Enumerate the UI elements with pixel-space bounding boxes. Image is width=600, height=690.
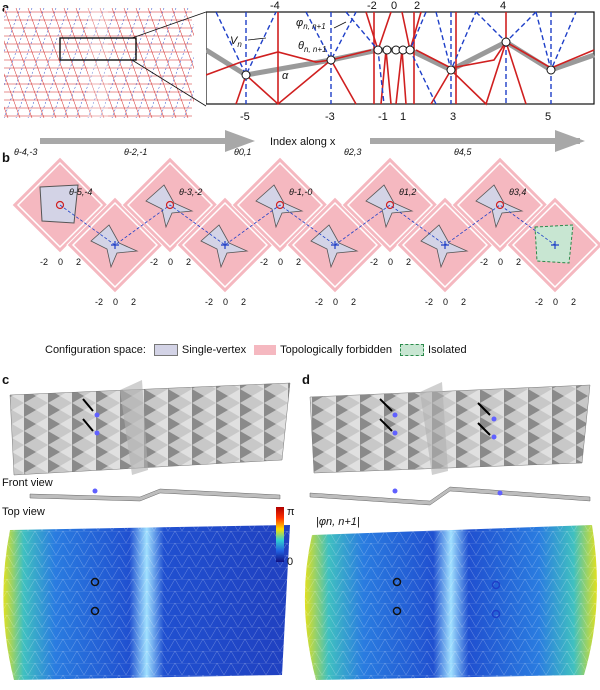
- theta-label: θ-3,-2: [179, 187, 202, 197]
- theta-label: θ3,4: [509, 187, 526, 197]
- axis-tick: 0: [113, 297, 118, 307]
- index-along-x-label: Index along x: [270, 136, 336, 148]
- index-label-top: -4: [270, 0, 280, 12]
- axis-tick: 2: [461, 297, 466, 307]
- axis-tick: -2: [40, 257, 48, 267]
- theta-symbol: θn, n+1: [298, 40, 326, 54]
- phi-symbol: φn, n+1: [296, 17, 326, 31]
- axis-tick: 0: [278, 257, 283, 267]
- vertex-symbol: Vn: [230, 35, 242, 49]
- index-label-bottom: 1: [400, 111, 406, 123]
- index-label-bottom: 5: [545, 111, 551, 123]
- index-label-bottom: -3: [325, 111, 335, 123]
- theta-label: θ-4,-3: [14, 147, 37, 157]
- index-label-top: 2: [414, 0, 420, 12]
- axis-tick: -2: [535, 297, 543, 307]
- axis-tick: 2: [571, 297, 576, 307]
- axis-tick: 2: [351, 297, 356, 307]
- axis-tick: -2: [425, 297, 433, 307]
- axis-tick: 2: [406, 257, 411, 267]
- index-label-bottom: -5: [240, 111, 250, 123]
- front-view-c: [29, 488, 281, 502]
- axis-tick: 2: [76, 257, 81, 267]
- axis-tick: -2: [150, 257, 158, 267]
- panel-letter-b: b: [2, 150, 10, 165]
- legend-single-vertex: Single-vertex: [153, 344, 246, 357]
- crease-pattern-overview: [4, 8, 194, 119]
- alpha-symbol: α: [282, 70, 289, 82]
- legend-isolated: Isolated: [400, 344, 467, 357]
- simulation-panels: Front view Top view π 0 |φn, n+1|: [2, 380, 597, 680]
- theta-label: θ-1,-0: [289, 187, 312, 197]
- index-label-top: 4: [500, 0, 506, 12]
- axis-tick: 2: [186, 257, 191, 267]
- panel-letter-c: c: [2, 372, 10, 387]
- colorbar: [276, 507, 284, 562]
- index-label-bottom: 3: [450, 111, 456, 123]
- axis-tick: 0: [553, 297, 558, 307]
- theta-label: θ1,2: [399, 187, 416, 197]
- axis-tick: 2: [241, 297, 246, 307]
- configuration-space-panel: Index along x θ-4,-3 -2 0 2 θ-5,-4 -2 0 2 θ-2,-1…: [11, 130, 600, 307]
- theta-label: θ-2,-1: [124, 147, 147, 157]
- axis-tick: 2: [516, 257, 521, 267]
- axis-tick: -2: [370, 257, 378, 267]
- index-label-top: 0: [391, 0, 397, 12]
- theta-label: θ2,3: [344, 147, 361, 157]
- theta-label: θ4,5: [454, 147, 472, 157]
- legend-topologically-forbidden: Topologically forbidden: [254, 344, 392, 356]
- origami-3d-c: [9, 382, 291, 476]
- axis-tick: 2: [296, 257, 301, 267]
- front-view-label: Front view: [2, 477, 53, 489]
- axis-tick: -2: [260, 257, 268, 267]
- colorbar-label: |φn, n+1|: [316, 516, 360, 528]
- index-label-top: -2: [367, 0, 377, 12]
- axis-tick: 0: [498, 257, 503, 267]
- panel-letter-d: d: [302, 372, 310, 387]
- config-space-legend: Configuration space: Single-vertex Topol…: [45, 344, 467, 357]
- axis-tick: 0: [333, 297, 338, 307]
- axis-tick: 0: [443, 297, 448, 307]
- axis-tick: -2: [205, 297, 213, 307]
- axis-tick: -2: [480, 257, 488, 267]
- colorbar-min: 0: [287, 556, 293, 568]
- zoom-connector: [131, 11, 207, 107]
- axis-tick: 0: [58, 257, 63, 267]
- axis-tick: 0: [223, 297, 228, 307]
- colorbar-max: π: [287, 506, 295, 518]
- legend-title: Configuration space:: [45, 344, 146, 357]
- index-label-bottom: -1: [378, 111, 388, 123]
- origami-3d-d: [309, 384, 591, 474]
- axis-tick: 0: [388, 257, 393, 267]
- axis-tick: 2: [131, 297, 136, 307]
- theta-label: θ-5,-4: [69, 187, 92, 197]
- theta-label: θ0,1: [234, 147, 251, 157]
- zoom-box: [59, 37, 137, 61]
- axis-tick: -2: [315, 297, 323, 307]
- panel-letter-a: a: [2, 0, 10, 15]
- top-view-label: Top view: [2, 506, 45, 518]
- front-view-d: [309, 486, 591, 506]
- axis-tick: 0: [168, 257, 173, 267]
- axis-tick: -2: [95, 297, 103, 307]
